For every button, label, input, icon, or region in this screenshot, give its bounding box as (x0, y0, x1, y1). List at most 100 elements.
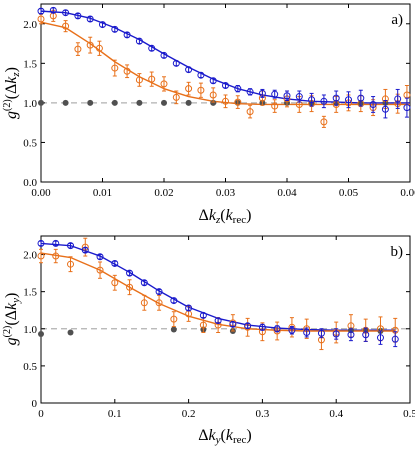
y-tick-label: 0 (32, 398, 38, 410)
data-point-orange (126, 283, 134, 291)
data-point-blue (123, 31, 131, 39)
data-points-b (37, 237, 399, 351)
data-point-gray (38, 99, 44, 106)
y-tick-label: 1.0 (23, 98, 37, 110)
data-point-gray (161, 99, 167, 106)
data-point-orange (209, 91, 217, 99)
data-point-blue (271, 90, 279, 98)
x-tick-label: 0.3 (256, 408, 270, 420)
plot-frame-b (40, 235, 411, 404)
data-point-blue (345, 96, 352, 104)
data-point-blue (295, 93, 303, 101)
data-point-blue (303, 328, 311, 336)
data-point-orange (160, 80, 168, 88)
data-point-blue (403, 104, 411, 112)
data-point-blue (67, 242, 75, 250)
plot-frame-a (40, 3, 411, 183)
data-point-blue (199, 311, 207, 319)
data-point-blue (197, 71, 205, 79)
data-point-orange (37, 15, 45, 23)
panel-label-b: b) (391, 244, 404, 260)
data-point-blue (222, 81, 229, 89)
x-tick-label: 0.04 (277, 187, 297, 199)
data-point-blue (86, 15, 94, 23)
y-tick-label: 2.0 (23, 250, 37, 262)
data-point-blue (234, 85, 242, 93)
data-point-orange (197, 86, 205, 94)
data-point-orange (234, 98, 242, 106)
y-tick-label: 1.5 (23, 287, 37, 299)
data-point-blue (283, 92, 291, 100)
data-point-orange (95, 44, 103, 52)
x-tick-label: 0.02 (154, 187, 173, 199)
fit-curves-a (40, 10, 410, 106)
data-point-blue (74, 12, 82, 20)
y-tick-label: 2.0 (23, 19, 37, 31)
ticks-b: 0 0.1 0.2 0.3 0.4 0.5 0 0.5 1.0 1.5 2.0 (23, 236, 415, 420)
data-point-blue (81, 246, 89, 254)
x-tick-label: 0.2 (182, 408, 196, 420)
x-axis-label-b: Δky(krec) (198, 427, 252, 446)
data-point-blue (160, 51, 168, 59)
data-point-blue (209, 77, 217, 85)
data-point-blue (140, 279, 148, 287)
data-point-blue (172, 59, 180, 67)
data-point-orange (155, 299, 163, 307)
y-axis-label-b: g(2)(Δky) (2, 293, 22, 346)
data-point-blue (229, 320, 237, 328)
data-point-blue (288, 326, 296, 334)
data-point-blue (258, 89, 266, 97)
data-point-blue (308, 96, 316, 104)
data-point-blue (111, 259, 119, 267)
data-point-blue (381, 105, 389, 113)
data-point-gray (38, 330, 44, 337)
data-point-orange (123, 67, 131, 75)
data-point-gray (67, 329, 74, 336)
data-point-orange (185, 85, 193, 93)
x-tick-label: 0 (38, 408, 44, 420)
data-point-blue (148, 44, 156, 52)
data-point-blue (394, 95, 402, 103)
x-tick-label: 0.05 (339, 187, 359, 199)
data-point-orange (62, 22, 70, 30)
data-point-gray (62, 99, 69, 106)
data-point-orange (271, 102, 279, 110)
data-point-orange (52, 252, 60, 260)
y-tick-label: 1.0 (23, 324, 37, 336)
data-point-orange (246, 108, 254, 116)
data-point-orange (86, 41, 94, 49)
data-point-orange (172, 93, 180, 101)
y-tick-label: 0.0 (23, 177, 37, 189)
data-point-blue (62, 9, 70, 17)
data-points-a (37, 6, 411, 128)
data-point-blue (135, 37, 143, 45)
data-point-orange (67, 260, 75, 268)
x-tick-label: 0.00 (31, 187, 51, 199)
data-point-blue (362, 331, 370, 339)
x-tick-label: 0.06 (400, 187, 415, 199)
data-point-blue (317, 329, 325, 337)
data-point-gray (170, 326, 177, 333)
y-tick-label: 0.5 (23, 361, 37, 373)
data-point-gray (210, 99, 217, 106)
data-point-blue (369, 100, 377, 108)
data-point-orange (222, 97, 229, 105)
data-point-orange (140, 299, 148, 307)
data-point-orange (111, 64, 119, 72)
data-point-blue (391, 335, 399, 343)
data-point-blue (126, 269, 134, 277)
data-point-blue (347, 331, 355, 339)
data-point-blue (155, 288, 163, 296)
x-tick-label: 0.01 (93, 187, 112, 199)
x-tick-label: 0.1 (108, 408, 122, 420)
data-point-blue (244, 322, 252, 330)
data-point-blue (246, 88, 254, 96)
data-point-gray (136, 99, 143, 106)
panel-b: 0 0.1 0.2 0.3 0.4 0.5 0 0.5 1.0 1.5 2.0 b) Δky(kre… (2, 235, 415, 446)
data-point-blue (99, 21, 106, 29)
x-tick-label: 0.03 (216, 187, 236, 199)
panel-label-a: a) (391, 12, 403, 28)
data-point-gray (111, 99, 118, 106)
y-tick-label: 1.5 (23, 58, 37, 70)
